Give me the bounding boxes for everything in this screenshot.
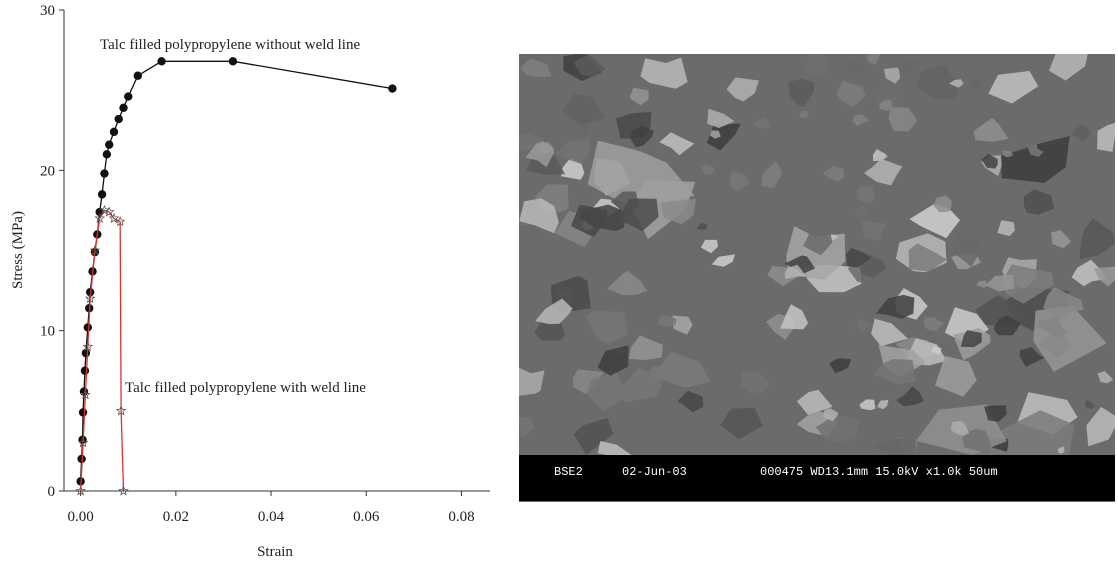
point (81, 367, 89, 375)
x-axis-label: Strain (257, 544, 293, 560)
point (388, 84, 396, 92)
x-tick-label: 0.02 (163, 509, 189, 525)
info-text: BSE2 (554, 465, 583, 479)
y-tick-label: 20 (40, 163, 55, 179)
y-tick-label: 0 (48, 484, 56, 500)
y-tick-label: 30 (40, 3, 55, 19)
info-text: 02-Jun-03 (622, 465, 687, 479)
point (115, 115, 123, 123)
y-axis-label: Stress (MPa) (10, 211, 26, 289)
point (103, 150, 111, 158)
y-tick-label: 10 (40, 324, 55, 340)
point (80, 387, 88, 395)
point (124, 92, 132, 100)
chart: Talc filled polypropylene without weld l… (0, 0, 500, 567)
series-line (81, 61, 393, 481)
point (134, 72, 142, 80)
point (105, 140, 113, 148)
x-tick-label: 0.04 (258, 509, 285, 525)
point (110, 128, 118, 136)
info-text: 000475 WD13.1mm 15.0kV x1.0k 50um (760, 465, 998, 479)
point (98, 190, 106, 198)
point (157, 57, 165, 65)
sem-image: BSE2 02-Jun-03 000475 WD13.1mm 15.0kV x1… (518, 53, 1116, 503)
point (100, 169, 108, 177)
annotation: Talc filled polypropylene without weld l… (100, 37, 360, 53)
point (229, 57, 237, 65)
figure: Talc filled polypropylene without weld l… (0, 0, 1118, 567)
series-line (81, 210, 124, 491)
point (79, 408, 87, 416)
annotation: Talc filled polypropylene with weld line (125, 380, 366, 396)
x-tick-label: 0.08 (448, 509, 474, 525)
x-tick-label: 0.00 (68, 509, 94, 525)
x-tick-label: 0.06 (353, 509, 380, 525)
point (119, 104, 127, 112)
point (84, 323, 92, 331)
